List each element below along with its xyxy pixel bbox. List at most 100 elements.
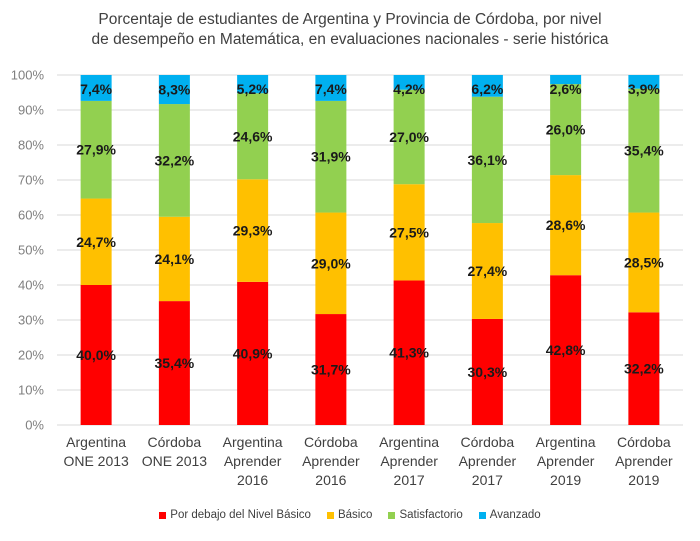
data-label: 27,9%	[76, 142, 116, 158]
x-category-label: 2016	[315, 472, 346, 488]
x-category-label: Aprender	[615, 453, 673, 469]
bar-segment	[550, 75, 582, 85]
y-tick-label: 100%	[11, 68, 45, 83]
data-label: 31,9%	[311, 149, 351, 165]
x-category-label: Córdoba	[148, 434, 202, 450]
x-category-label: Córdoba	[304, 434, 358, 450]
x-category-label: Aprender	[459, 453, 517, 469]
bar-segment	[471, 96, 503, 224]
bar-segment	[158, 75, 190, 105]
legend-label: Básico	[337, 509, 373, 521]
bar-segment	[158, 216, 190, 302]
data-label: 32,2%	[624, 361, 664, 377]
data-label: 6,2%	[471, 81, 503, 97]
x-category-label: Aprender	[537, 453, 595, 469]
data-label: 40,9%	[233, 345, 273, 361]
bar-segment	[393, 89, 425, 185]
data-label: 36,1%	[468, 152, 508, 168]
data-label: 32,2%	[155, 152, 195, 168]
bar-segment	[471, 223, 503, 319]
data-label: 4,2%	[393, 81, 425, 97]
bar-segment	[550, 275, 582, 425]
data-label: 24,7%	[76, 234, 116, 250]
bars	[80, 75, 660, 425]
chart-title-line-2: de desempeño en Matemática, en evaluacio…	[91, 31, 609, 48]
y-tick-label: 30%	[18, 313, 44, 328]
y-axis-ticks: 0% 10% 20% 30% 40% 50% 60% 70% 80% 90% 100%	[11, 68, 45, 433]
bar-segment	[315, 75, 347, 101]
data-label: 7,4%	[315, 81, 347, 97]
bar-segment	[315, 314, 347, 425]
legend-label: Satisfactorio	[399, 509, 463, 521]
bar-segment	[158, 104, 190, 217]
legend-swatch	[478, 511, 486, 519]
x-category-label: 2017	[472, 472, 503, 488]
legend-item: Avanzado	[478, 509, 541, 521]
bar-segment	[393, 280, 425, 425]
legend-label: Avanzado	[489, 509, 541, 521]
x-category-label: 2019	[550, 472, 581, 488]
legend-item: Por debajo del Nivel Básico	[159, 509, 311, 521]
legend-item: Básico	[326, 509, 373, 521]
bar-segment	[393, 184, 425, 281]
bar-segment	[471, 75, 503, 97]
y-tick-label: 50%	[18, 243, 44, 258]
y-tick-label: 60%	[18, 208, 44, 223]
x-category-label: Argentina	[536, 434, 596, 450]
bar-segment	[80, 285, 112, 425]
bar-segment	[158, 301, 190, 425]
bar-segment	[315, 212, 347, 315]
x-category-label: Córdoba	[617, 434, 671, 450]
bar-segment	[628, 88, 660, 213]
x-category-label: Aprender	[224, 453, 282, 469]
data-label: 27,4%	[468, 263, 508, 279]
data-label: 40,0%	[76, 347, 116, 363]
y-tick-label: 70%	[18, 173, 44, 188]
bar-segment	[550, 175, 582, 276]
data-label: 24,6%	[233, 128, 273, 144]
y-tick-label: 20%	[18, 348, 44, 363]
data-label: 24,1%	[155, 251, 195, 267]
legend-item: Satisfactorio	[388, 509, 463, 521]
data-label: 28,5%	[624, 254, 664, 270]
chart-title: Porcentaje de estudiantes de Argentina y…	[0, 10, 700, 50]
data-label: 35,4%	[155, 355, 195, 371]
data-label: 41,3%	[389, 345, 429, 361]
x-category-label: Aprender	[380, 453, 438, 469]
x-category-label: 2019	[628, 472, 659, 488]
legend: Por debajo del Nivel Básico Básico Satisfa…	[0, 509, 700, 521]
y-tick-label: 0%	[25, 418, 44, 433]
legend-swatch	[326, 511, 334, 519]
y-tick-label: 90%	[18, 103, 44, 118]
bar-segment	[628, 312, 660, 425]
legend-swatch	[388, 511, 396, 519]
x-axis-categories: Argentina ONE 2013 Córdoba ONE 2013 Argentin…	[63, 434, 673, 488]
x-category-label: 2016	[237, 472, 268, 488]
data-label: 31,7%	[311, 362, 351, 378]
data-label: 35,4%	[624, 143, 664, 159]
bar-segment	[315, 100, 347, 213]
data-label: 27,5%	[389, 224, 429, 240]
data-label: 8,3%	[158, 82, 190, 98]
bar-segment	[550, 84, 582, 176]
bar-segment	[237, 281, 269, 425]
y-tick-label: 40%	[18, 278, 44, 293]
bar-segment	[237, 179, 269, 282]
data-label: 29,0%	[311, 255, 351, 271]
x-category-label: Argentina	[66, 434, 126, 450]
y-tick-label: 80%	[18, 138, 44, 153]
bar-segment	[471, 318, 503, 425]
bar-segment	[80, 75, 112, 101]
data-label: 29,3%	[233, 223, 273, 239]
chart-title-line-1: Porcentaje de estudiantes de Argentina y…	[98, 11, 602, 28]
bar-segment	[393, 75, 425, 90]
bar-segment	[80, 100, 112, 199]
legend-swatch	[159, 511, 167, 519]
bar-segment	[80, 198, 112, 285]
data-label: 2,6%	[550, 81, 582, 97]
bar-segment	[237, 93, 269, 180]
data-label: 42,8%	[546, 342, 586, 358]
x-category-label: 2017	[394, 472, 425, 488]
data-label: 27,0%	[389, 129, 429, 145]
